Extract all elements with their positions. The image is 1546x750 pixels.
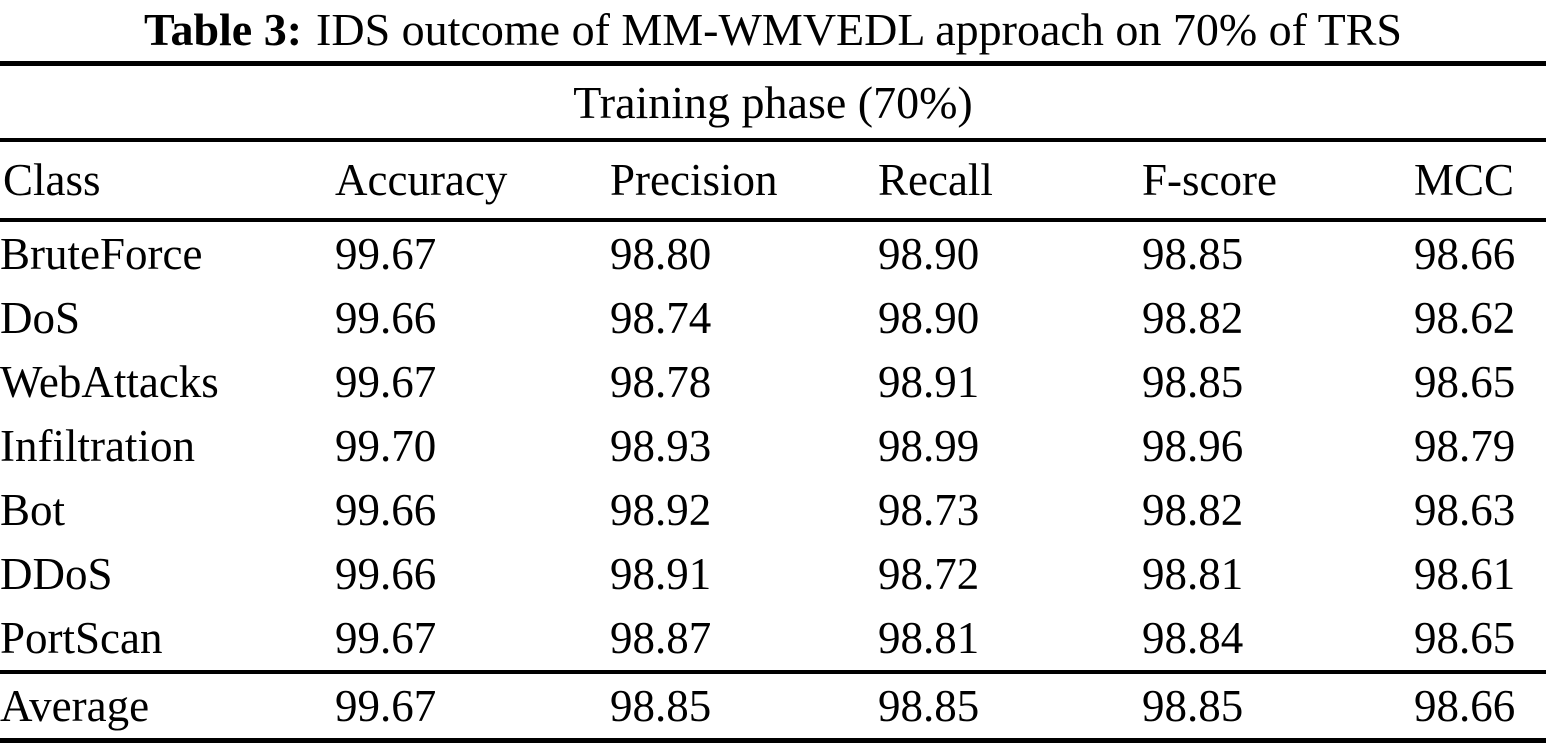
value-cell-accuracy: 99.67 bbox=[335, 613, 437, 663]
class-cell: Infiltration bbox=[0, 421, 195, 471]
value-cell-fscore: 98.84 bbox=[1142, 613, 1244, 663]
value-cell-fscore: 98.96 bbox=[1142, 421, 1244, 471]
class-cell: Average bbox=[0, 670, 335, 743]
class-cell: Bot bbox=[0, 485, 66, 535]
value-cell-mcc: 98.63 bbox=[1414, 485, 1516, 535]
column-header-row: Class Accuracy Precision Recall F-score … bbox=[0, 140, 1546, 222]
value-cell-recall: 98.99 bbox=[878, 421, 980, 471]
value-cell-accuracy: 99.70 bbox=[335, 421, 437, 471]
value-cell-precision: 98.80 bbox=[610, 229, 712, 279]
value-cell-precision: 98.91 bbox=[610, 549, 712, 599]
value-cell-accuracy: 99.67 bbox=[335, 229, 437, 279]
value-cell-recall: 98.90 bbox=[878, 229, 980, 279]
caption-label: Table 3: bbox=[143, 4, 303, 55]
class-cell: PortScan bbox=[0, 613, 163, 663]
value-cell-accuracy: 99.67 bbox=[335, 357, 437, 407]
value-cell-precision: 98.74 bbox=[610, 293, 712, 343]
class-cell: DDoS bbox=[0, 549, 113, 599]
value-cell-fscore: 98.81 bbox=[1142, 549, 1244, 599]
column-header-fscore: F-score bbox=[1142, 140, 1414, 222]
table-row-dos: DoS 99.66 98.74 98.90 98.82 98.62 bbox=[0, 286, 1546, 350]
value-cell-accuracy: 99.66 bbox=[335, 549, 437, 599]
value-cell-recall: 98.85 bbox=[878, 670, 1142, 743]
value-cell-precision: 98.87 bbox=[610, 613, 712, 663]
value-cell-precision: 98.93 bbox=[610, 421, 712, 471]
metrics-table: Training phase (70%) Class Accuracy Prec… bbox=[0, 61, 1546, 743]
value-cell-precision: 98.78 bbox=[610, 357, 712, 407]
value-cell-fscore: 98.85 bbox=[1142, 670, 1414, 743]
value-cell-accuracy: 99.67 bbox=[335, 670, 610, 743]
column-header-mcc: MCC bbox=[1414, 140, 1546, 222]
column-header-accuracy: Accuracy bbox=[335, 140, 610, 222]
value-cell-fscore: 98.85 bbox=[1142, 229, 1244, 279]
group-header-cell: Training phase (70%) bbox=[0, 61, 1546, 142]
value-cell-fscore: 98.85 bbox=[1142, 357, 1244, 407]
table-caption: Table 3: IDS outcome of MM-WMVEDL approac… bbox=[0, 0, 1546, 61]
value-cell-recall: 98.91 bbox=[878, 357, 980, 407]
table-row-infiltration: Infiltration 99.70 98.93 98.99 98.96 98.… bbox=[0, 414, 1546, 478]
value-cell-accuracy: 99.66 bbox=[335, 293, 437, 343]
table-row-portscan: PortScan 99.67 98.87 98.81 98.84 98.65 bbox=[0, 606, 1546, 672]
table-row-average: Average 99.67 98.85 98.85 98.85 98.66 bbox=[0, 670, 1546, 743]
class-cell: BruteForce bbox=[0, 229, 203, 279]
table-row-bruteforce: BruteForce 99.67 98.80 98.90 98.85 98.66 bbox=[0, 220, 1546, 286]
value-cell-mcc: 98.65 bbox=[1414, 357, 1516, 407]
value-cell-mcc: 98.62 bbox=[1414, 293, 1516, 343]
value-cell-recall: 98.81 bbox=[878, 613, 980, 663]
value-cell-mcc: 98.66 bbox=[1414, 670, 1546, 743]
column-header-class: Class bbox=[0, 140, 335, 222]
value-cell-mcc: 98.79 bbox=[1414, 421, 1516, 471]
table-row-webattacks: WebAttacks 99.67 98.78 98.91 98.85 98.65 bbox=[0, 350, 1546, 414]
value-cell-accuracy: 99.66 bbox=[335, 485, 437, 535]
class-cell: DoS bbox=[0, 293, 81, 343]
group-header-row: Training phase (70%) bbox=[0, 61, 1546, 142]
value-cell-precision: 98.85 bbox=[610, 670, 878, 743]
value-cell-mcc: 98.65 bbox=[1414, 613, 1516, 663]
value-cell-precision: 98.92 bbox=[610, 485, 712, 535]
value-cell-recall: 98.73 bbox=[878, 485, 980, 535]
class-cell: WebAttacks bbox=[0, 357, 219, 407]
column-header-precision: Precision bbox=[610, 140, 878, 222]
value-cell-mcc: 98.66 bbox=[1414, 229, 1516, 279]
table-row-ddos: DDoS 99.66 98.91 98.72 98.81 98.61 bbox=[0, 542, 1546, 606]
column-header-recall: Recall bbox=[878, 140, 1142, 222]
value-cell-recall: 98.90 bbox=[878, 293, 980, 343]
value-cell-fscore: 98.82 bbox=[1142, 293, 1244, 343]
value-cell-fscore: 98.82 bbox=[1142, 485, 1244, 535]
value-cell-mcc: 98.61 bbox=[1414, 549, 1516, 599]
value-cell-recall: 98.72 bbox=[878, 549, 980, 599]
caption-text: IDS outcome of MM-WMVEDL approach on 70%… bbox=[316, 4, 1402, 55]
table-row-bot: Bot 99.66 98.92 98.73 98.82 98.63 bbox=[0, 478, 1546, 542]
